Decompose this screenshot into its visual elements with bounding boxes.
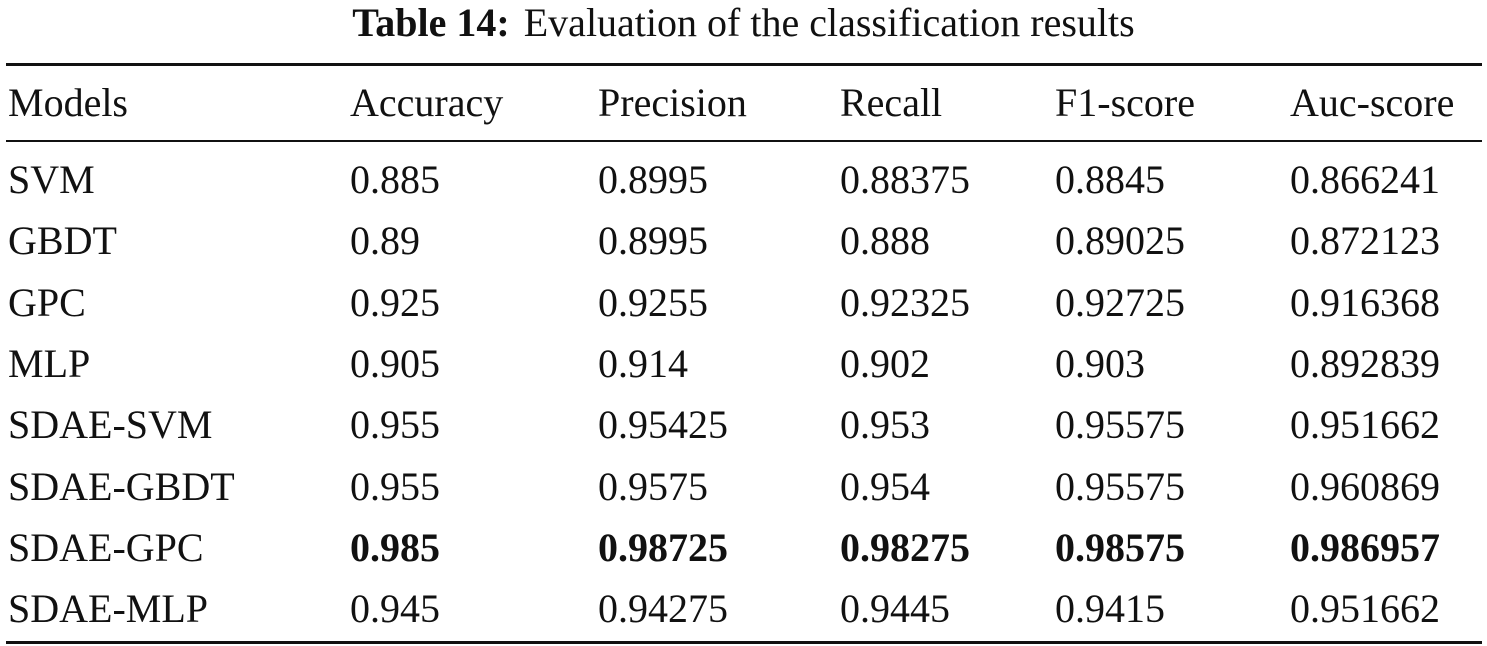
model-cell: SVM xyxy=(8,157,95,202)
model-cell: MLP xyxy=(8,340,91,386)
value-cell: 0.92325 xyxy=(840,279,970,325)
value-cell: 0.953 xyxy=(840,402,930,448)
model-cell: GPC xyxy=(8,279,86,325)
value-cell: 0.902 xyxy=(840,340,930,386)
value-cell: 0.9575 xyxy=(598,463,708,509)
bottom-rule xyxy=(6,641,1482,644)
value-cell: 0.8995 xyxy=(598,218,708,264)
model-cell: SDAE-GPC xyxy=(8,524,204,570)
value-cell: 0.89025 xyxy=(1055,218,1185,264)
value-cell: 0.916368 xyxy=(1290,279,1440,325)
value-cell: 0.98275 xyxy=(840,524,970,570)
value-cell: 0.9445 xyxy=(840,586,950,632)
value-cell: 0.914 xyxy=(598,340,688,386)
value-cell: 0.888 xyxy=(840,218,930,264)
value-cell: 0.951662 xyxy=(1290,586,1440,632)
model-cell: SDAE-GBDT xyxy=(8,463,235,509)
value-cell: 0.905 xyxy=(350,340,440,386)
value-cell: 0.885 xyxy=(350,157,440,202)
value-cell: 0.8845 xyxy=(1055,157,1165,202)
header-rule xyxy=(6,140,1482,142)
value-cell: 0.955 xyxy=(350,463,440,509)
value-cell: 0.986957 xyxy=(1290,524,1440,570)
caption-text: Evaluation of the classification results xyxy=(523,0,1135,45)
value-cell: 0.8995 xyxy=(598,157,708,202)
value-cell: 0.95425 xyxy=(598,402,728,448)
value-cell: 0.9255 xyxy=(598,279,708,325)
value-cell: 0.955 xyxy=(350,402,440,448)
table-caption: Table 14: Evaluation of the classificatio… xyxy=(0,0,1487,46)
value-cell: 0.95575 xyxy=(1055,402,1185,448)
value-cell: 0.872123 xyxy=(1290,218,1440,264)
value-cell: 0.985 xyxy=(350,524,440,570)
header-cell: F1-score xyxy=(1055,80,1195,125)
model-cell: SDAE-SVM xyxy=(8,402,213,448)
value-cell: 0.903 xyxy=(1055,340,1145,386)
value-cell: 0.95575 xyxy=(1055,463,1185,509)
value-cell: 0.951662 xyxy=(1290,402,1440,448)
value-cell: 0.98725 xyxy=(598,524,728,570)
header-cell: Precision xyxy=(598,80,747,125)
header-cell: Recall xyxy=(840,80,943,125)
caption-label: Table 14: xyxy=(352,0,510,45)
value-cell: 0.892839 xyxy=(1290,340,1440,386)
value-cell: 0.88375 xyxy=(840,157,970,202)
value-cell: 0.945 xyxy=(350,586,440,632)
header-cell: Auc-score xyxy=(1290,80,1455,125)
header-cell: Accuracy xyxy=(350,80,504,125)
value-cell: 0.94275 xyxy=(598,586,728,632)
value-cell: 0.9415 xyxy=(1055,586,1165,632)
model-cell: GBDT xyxy=(8,218,117,264)
value-cell: 0.960869 xyxy=(1290,463,1440,509)
value-cell: 0.954 xyxy=(840,463,930,509)
value-cell: 0.98575 xyxy=(1055,524,1185,570)
value-cell: 0.92725 xyxy=(1055,279,1185,325)
header-cell: Models xyxy=(8,80,128,125)
model-cell: SDAE-MLP xyxy=(8,586,209,632)
top-rule xyxy=(6,63,1482,66)
value-cell: 0.866241 xyxy=(1290,157,1440,202)
value-cell: 0.925 xyxy=(350,279,440,325)
value-cell: 0.89 xyxy=(350,218,420,264)
